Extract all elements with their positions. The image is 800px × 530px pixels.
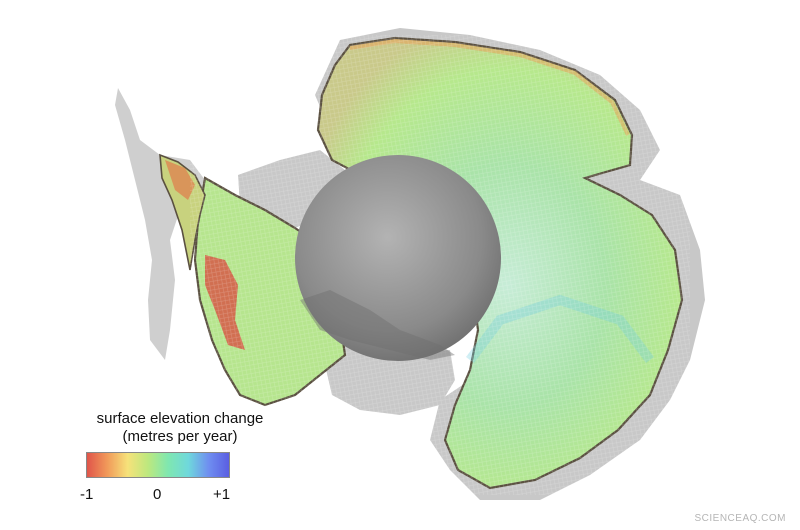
- legend-title-line1: surface elevation change: [96, 410, 264, 427]
- legend-color-bar: [86, 452, 230, 478]
- transantarctic-shading: [300, 290, 455, 360]
- peninsula-thinning: [165, 160, 195, 200]
- peninsula-shelf: [115, 88, 205, 360]
- legend-title: surface elevation change (metres per yea…: [60, 410, 300, 446]
- legend-mid-label: 0: [153, 486, 162, 503]
- watermark: SCIENCEAQ.COM: [694, 513, 786, 524]
- legend-max-label: +1: [213, 486, 231, 503]
- legend-min-label: -1: [80, 486, 94, 503]
- pole-hole: [295, 155, 501, 361]
- legend-title-line2: (metres per year): [122, 428, 238, 445]
